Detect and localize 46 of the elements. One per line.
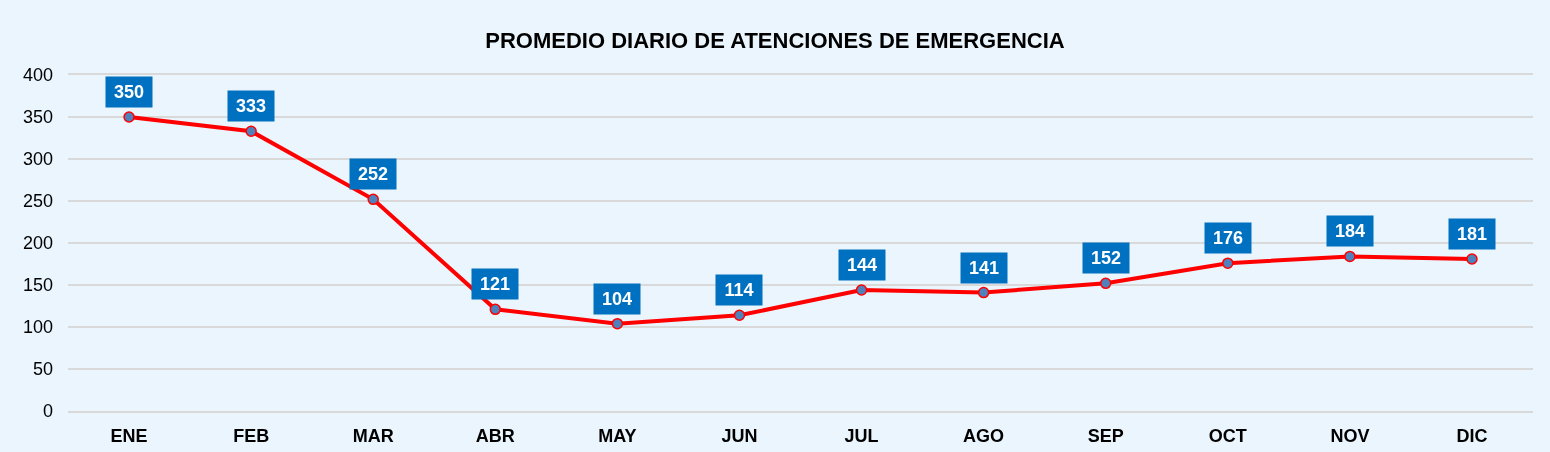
y-tick-label: 0: [42, 401, 53, 422]
x-tick-label: NOV: [1330, 426, 1370, 447]
y-tick-label: 250: [22, 191, 53, 212]
data-label: 144: [846, 255, 878, 275]
y-tick-label: 150: [22, 275, 53, 296]
point: [245, 125, 257, 138]
chart-title: PROMEDIO DIARIO DE ATENCIONES DE EMERGENCIA: [485, 27, 1065, 53]
x-tick-label: AGO: [963, 426, 1005, 447]
x-tick-label: OCT: [1208, 426, 1247, 447]
y-tick-label: 400: [22, 65, 53, 86]
data-label: 152: [1090, 248, 1122, 268]
data-label: 121: [479, 274, 511, 294]
y-tick-label: 50: [32, 359, 53, 380]
point: [1099, 277, 1112, 290]
y-tick-label: 200: [22, 233, 53, 254]
data-label: 181: [1456, 224, 1488, 244]
x-tick-label: MAY: [598, 426, 637, 447]
point: [1222, 257, 1234, 269]
point: [977, 286, 990, 299]
y-tick-label: 100: [22, 317, 53, 338]
x-tick-label: JUN: [721, 426, 758, 447]
point: [855, 284, 868, 296]
point: [489, 303, 502, 316]
x-tick-label: SEP: [1087, 426, 1124, 447]
data-label: 350: [113, 82, 145, 102]
point: [611, 317, 624, 330]
data-label: 184: [1334, 221, 1366, 241]
x-tick-label: JUL: [844, 426, 879, 447]
data-label: 114: [724, 280, 754, 300]
data-label: 104: [601, 289, 633, 309]
point: [367, 193, 379, 206]
data-label: 176: [1212, 228, 1244, 248]
point: [733, 309, 746, 321]
point: [1344, 250, 1356, 263]
x-tick-label: FEB: [233, 426, 270, 447]
point: [123, 111, 135, 123]
y-tick-label: 350: [22, 107, 53, 128]
y-tick-label: 300: [22, 149, 53, 170]
data-label: 252: [357, 164, 389, 184]
x-tick-label: ENE: [110, 426, 148, 447]
x-tick-label: DIC: [1456, 426, 1488, 447]
point: [1466, 253, 1478, 265]
x-tick-label: MAR: [352, 426, 394, 447]
data-label: 141: [968, 258, 1000, 278]
data-label: 333: [235, 96, 267, 116]
x-tick-label: ABR: [475, 426, 515, 447]
